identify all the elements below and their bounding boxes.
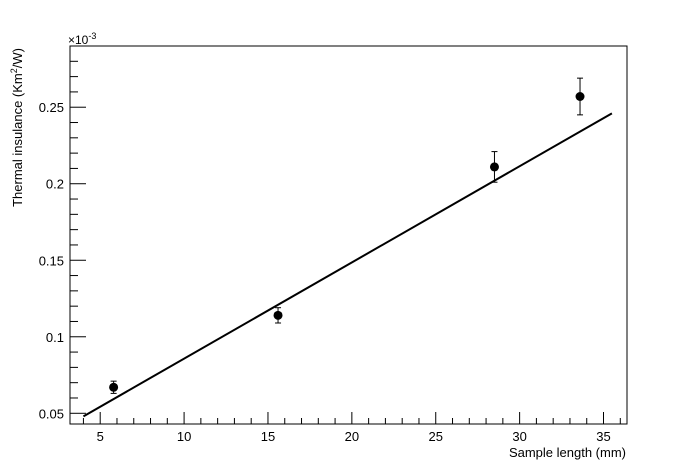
data-point-marker <box>575 92 585 102</box>
x-tick-label: 30 <box>512 429 526 444</box>
y-tick-label: 0.25 <box>39 100 64 115</box>
x-tick-label: 15 <box>261 429 275 444</box>
data-point-marker <box>109 382 119 392</box>
x-tick-label: 5 <box>97 429 104 444</box>
x-tick-label: 10 <box>177 429 191 444</box>
data-points-group <box>109 77 585 394</box>
x-tick-label: 20 <box>345 429 359 444</box>
y-tick-label: 0.15 <box>39 253 64 268</box>
x-axis-tick-labels: 5 10 15 20 25 30 35 <box>97 429 611 444</box>
y-tick-label: 0.2 <box>46 177 64 192</box>
x-tick-label: 35 <box>596 429 610 444</box>
y-axis-ticks <box>70 45 86 414</box>
y-tick-label: 0.05 <box>39 406 64 421</box>
y-axis-tick-labels: 0.05 0.1 0.15 0.2 0.25 <box>39 100 64 421</box>
y-axis-title: Thermal insulance (Km2/W) <box>9 48 25 207</box>
y-tick-label: 0.1 <box>46 330 64 345</box>
data-point <box>489 151 499 183</box>
y-axis-title-tail: /W) <box>10 48 25 68</box>
data-point <box>575 77 585 116</box>
data-point-marker <box>273 310 283 320</box>
fit-line <box>82 112 613 418</box>
plot-frame <box>69 45 628 425</box>
data-point <box>109 380 119 394</box>
y-multiplier-exponent: -3 <box>88 31 96 41</box>
fit-line-group <box>82 112 613 418</box>
data-point <box>273 307 283 324</box>
y-axis-title-superscript: 2 <box>9 68 19 73</box>
x-tick-label: 25 <box>429 429 443 444</box>
data-point-marker <box>489 162 499 172</box>
x-axis-title: Sample length (mm) <box>509 445 626 460</box>
y-multiplier: ×10-3 <box>68 31 96 47</box>
x-axis-ticks <box>82 412 621 424</box>
